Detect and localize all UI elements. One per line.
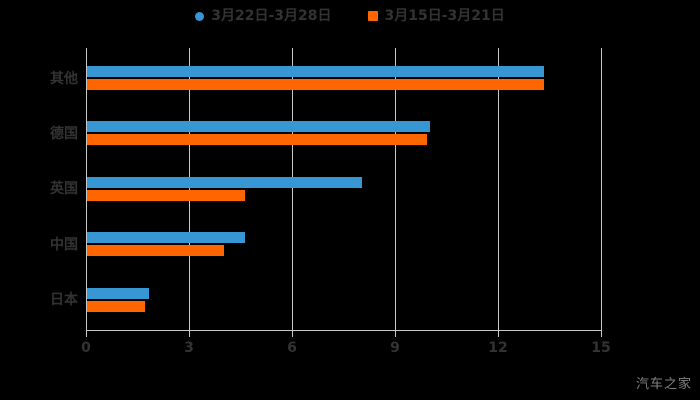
- bar-3月22日-3月28日-中国: [87, 232, 245, 244]
- x-tick-label-3: 3: [184, 340, 194, 356]
- x-tick-label-15: 15: [591, 340, 611, 356]
- legend-item-mar15-21[interactable]: 3月15日-3月21日: [367, 6, 505, 26]
- x-axis-line: [86, 330, 602, 331]
- category-label-3: 中国: [50, 236, 78, 253]
- gridline-6: [292, 48, 293, 330]
- category-label-1: 德国: [50, 125, 78, 142]
- x-tick-label-0: 0: [81, 340, 91, 356]
- x-tick-label-9: 9: [390, 340, 400, 356]
- bar-3月15日-3月21日-德国: [87, 134, 427, 146]
- category-label-2: 英国: [50, 181, 78, 198]
- x-tick-mark-6: [292, 331, 293, 337]
- bar-3月22日-3月28日-英国: [87, 176, 362, 188]
- bar-3月15日-3月21日-英国: [87, 189, 245, 201]
- legend-circle-marker-icon: [195, 11, 205, 21]
- gridline-3: [189, 48, 190, 330]
- gridline-15: [601, 48, 602, 330]
- watermark: 汽车之家: [635, 377, 692, 392]
- category-label-4: 日本: [50, 292, 78, 309]
- x-tick-mark-0: [86, 331, 87, 337]
- category-label-0: 其他: [50, 70, 78, 87]
- legend-square-marker-icon: [367, 11, 378, 21]
- x-tick-label-12: 12: [488, 340, 508, 356]
- x-tick-mark-3: [189, 331, 190, 337]
- legend-label: 3月22日-3月28日: [211, 8, 332, 24]
- x-tick-mark-12: [498, 331, 499, 337]
- gridline-9: [395, 48, 396, 330]
- gridline-0: [86, 48, 87, 330]
- bar-3月22日-3月28日-日本: [87, 287, 149, 299]
- x-tick-label-6: 6: [287, 340, 297, 356]
- bar-3月15日-3月21日-其他: [87, 79, 544, 90]
- bar-3月15日-3月21日-日本: [87, 300, 146, 312]
- gridline-12: [498, 48, 499, 330]
- x-tick-mark-15: [601, 331, 602, 337]
- bar-3月15日-3月21日-中国: [87, 245, 225, 257]
- bar-3月22日-3月28日-其他: [87, 66, 544, 77]
- bar-3月22日-3月28日-德国: [87, 121, 431, 133]
- legend-item-mar22-28[interactable]: 3月22日-3月28日: [195, 6, 332, 26]
- x-tick-mark-9: [395, 331, 396, 337]
- legend-label: 3月15日-3月21日: [384, 8, 505, 24]
- legend: 3月22日-3月28日 3月15日-3月21日: [0, 5, 700, 27]
